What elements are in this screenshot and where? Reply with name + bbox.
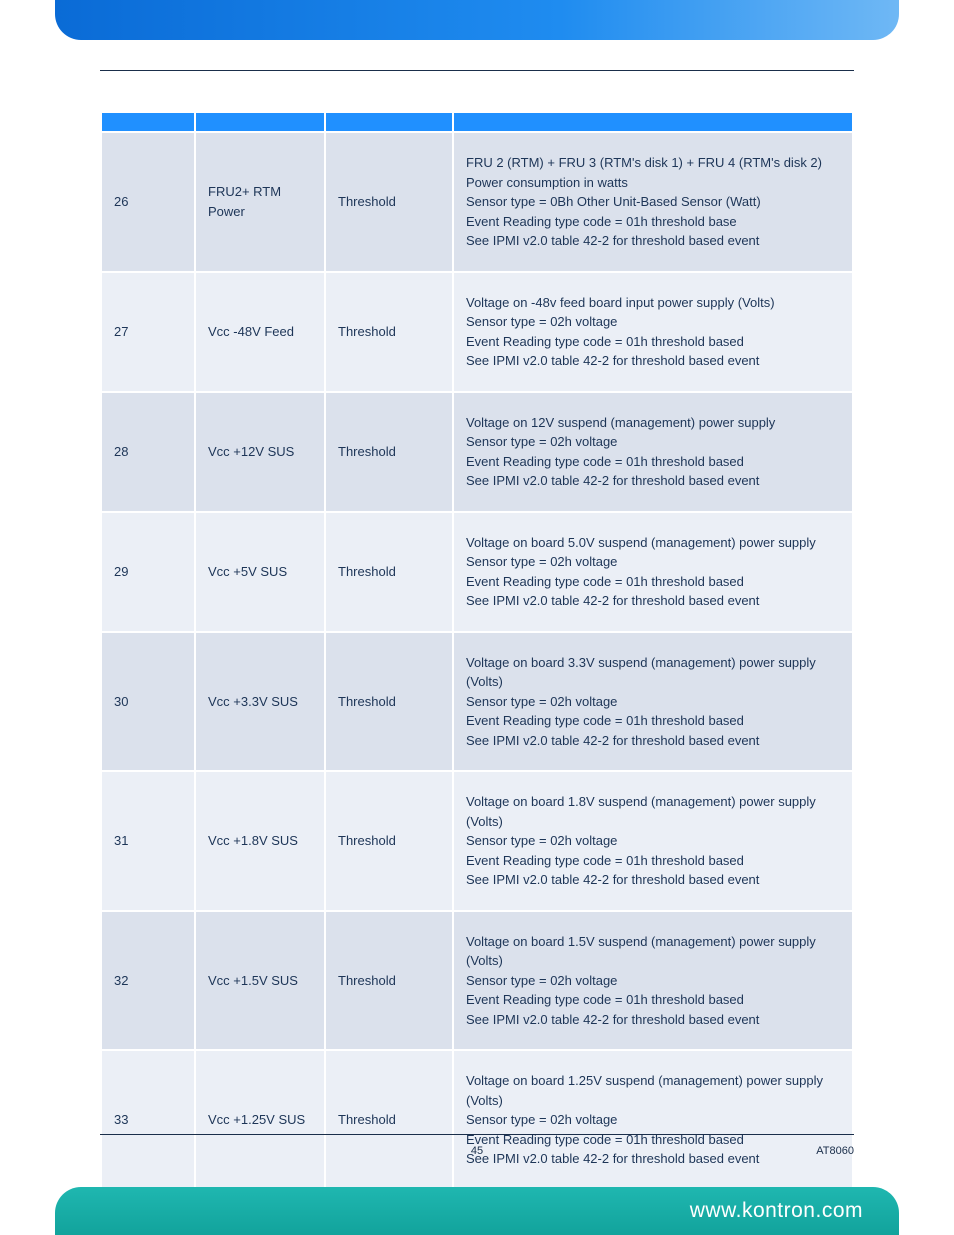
sensor-name: Vcc +5V SUS [196,513,324,631]
table-header-cell [326,113,452,131]
description-line: Event Reading type code = 01h threshold … [466,332,840,352]
sensor-number: 32 [102,912,194,1050]
sensor-name: Vcc +1.25V SUS [196,1051,324,1189]
table-row: 33Vcc +1.25V SUSThreshold Voltage on boar… [102,1051,852,1189]
description-line: Sensor type = 02h voltage [466,1110,840,1130]
sensor-table-container: 26FRU2+ RTM PowerThresholdFRU 2 (RTM) + … [100,111,854,1191]
sensor-number: 26 [102,133,194,271]
website-url: www.kontron.com [690,1199,863,1223]
description-line: Sensor type = 02h voltage [466,971,840,991]
description-line: Voltage on board 1.5V suspend (managemen… [466,932,840,971]
description-line: FRU 2 (RTM) + FRU 3 (RTM's disk 1) + FRU… [466,153,840,173]
description-line: See IPMI v2.0 table 42-2 for threshold b… [466,351,840,371]
description-line: See IPMI v2.0 table 42-2 for threshold b… [466,231,840,251]
table-header-cell [102,113,194,131]
description-line: Voltage on board 1.25V suspend (manageme… [466,1071,840,1110]
horizontal-rule [100,70,854,71]
description-line: Power consumption in watts [466,173,840,193]
table-row: 28Vcc +12V SUSThreshold Voltage on 12V su… [102,393,852,511]
table-row: 30Vcc +3.3V SUSThreshold Voltage on board… [102,633,852,771]
sensor-kind: Threshold [326,273,452,391]
sensor-name: Vcc +1.5V SUS [196,912,324,1050]
description-line: Event Reading type code = 01h threshold … [466,452,840,472]
sensor-kind: Threshold [326,133,452,271]
description-line: Voltage on board 1.8V suspend (managemen… [466,792,840,831]
description-line: Sensor type = 02h voltage [466,692,840,712]
sensor-description: Voltage on board 1.5V suspend (managemen… [454,912,852,1050]
sensor-name: Vcc +12V SUS [196,393,324,511]
description-line: Sensor type = 02h voltage [466,312,840,332]
sensor-number: 33 [102,1051,194,1189]
description-line: See IPMI v2.0 table 42-2 for threshold b… [466,731,840,751]
description-line: Event Reading type code = 01h threshold … [466,212,840,232]
sensor-number: 29 [102,513,194,631]
sensor-kind: Threshold [326,1051,452,1189]
sensor-number: 30 [102,633,194,771]
sensor-kind: Threshold [326,633,452,771]
sensor-name: Vcc +1.8V SUS [196,772,324,910]
table-row: 32Vcc +1.5V SUSThreshold Voltage on board… [102,912,852,1050]
description-line: Voltage on board 5.0V suspend (managemen… [466,533,840,553]
sensor-kind: Threshold [326,393,452,511]
sensor-table: 26FRU2+ RTM PowerThresholdFRU 2 (RTM) + … [100,111,854,1191]
description-line: Event Reading type code = 01h threshold … [466,572,840,592]
description-line: Event Reading type code = 01h threshold … [466,851,840,871]
table-header-cell [196,113,324,131]
page-number: 45 [100,1145,854,1157]
description-line: See IPMI v2.0 table 42-2 for threshold b… [466,870,840,890]
table-row: 29Vcc +5V SUSThreshold Voltage on board 5… [102,513,852,631]
bottom-banner: www.kontron.com [55,1187,899,1235]
description-line: Sensor type = 02h voltage [466,552,840,572]
description-line: See IPMI v2.0 table 42-2 for threshold b… [466,1010,840,1030]
table-header [102,113,852,131]
top-banner [55,0,899,40]
description-line: Sensor type = 02h voltage [466,831,840,851]
sensor-kind: Threshold [326,513,452,631]
sensor-name: FRU2+ RTM Power [196,133,324,271]
description-line: Sensor type = 02h voltage [466,432,840,452]
sensor-description: Voltage on board 3.3V suspend (managemen… [454,633,852,771]
sensor-name: Vcc +3.3V SUS [196,633,324,771]
table-row: 31Vcc +1.8V SUSThreshold Voltage on board… [102,772,852,910]
table-header-cell [454,113,852,131]
sensor-name: Vcc -48V Feed [196,273,324,391]
sensor-description: Voltage on board 1.8V suspend (managemen… [454,772,852,910]
sensor-description: Voltage on board 5.0V suspend (managemen… [454,513,852,631]
description-line: See IPMI v2.0 table 42-2 for threshold b… [466,591,840,611]
description-line: Voltage on 12V suspend (management) powe… [466,413,840,433]
sensor-description: Voltage on -48v feed board input power s… [454,273,852,391]
sensor-number: 27 [102,273,194,391]
sensor-number: 31 [102,772,194,910]
sensor-description: Voltage on 12V suspend (management) powe… [454,393,852,511]
sensor-description: Voltage on board 1.25V suspend (manageme… [454,1051,852,1189]
document-page: 26FRU2+ RTM PowerThresholdFRU 2 (RTM) + … [0,0,954,1235]
description-line: Voltage on -48v feed board input power s… [466,293,840,313]
description-line: See IPMI v2.0 table 42-2 for threshold b… [466,471,840,491]
description-line: Event Reading type code = 01h threshold … [466,990,840,1010]
description-line: Sensor type = 0Bh Other Unit-Based Senso… [466,192,840,212]
table-row: 27Vcc -48V FeedThreshold Voltage on -48v … [102,273,852,391]
sensor-description: FRU 2 (RTM) + FRU 3 (RTM's disk 1) + FRU… [454,133,852,271]
description-line: Event Reading type code = 01h threshold … [466,711,840,731]
sensor-kind: Threshold [326,772,452,910]
sensor-number: 28 [102,393,194,511]
table-body: 26FRU2+ RTM PowerThresholdFRU 2 (RTM) + … [102,133,852,1189]
sensor-kind: Threshold [326,912,452,1050]
description-line: Voltage on board 3.3V suspend (managemen… [466,653,840,692]
table-row: 26FRU2+ RTM PowerThreshold FRU 2 (RTM) + … [102,133,852,271]
footer-rule [100,1134,854,1135]
page-footer: 45 AT8060 [100,1145,854,1157]
